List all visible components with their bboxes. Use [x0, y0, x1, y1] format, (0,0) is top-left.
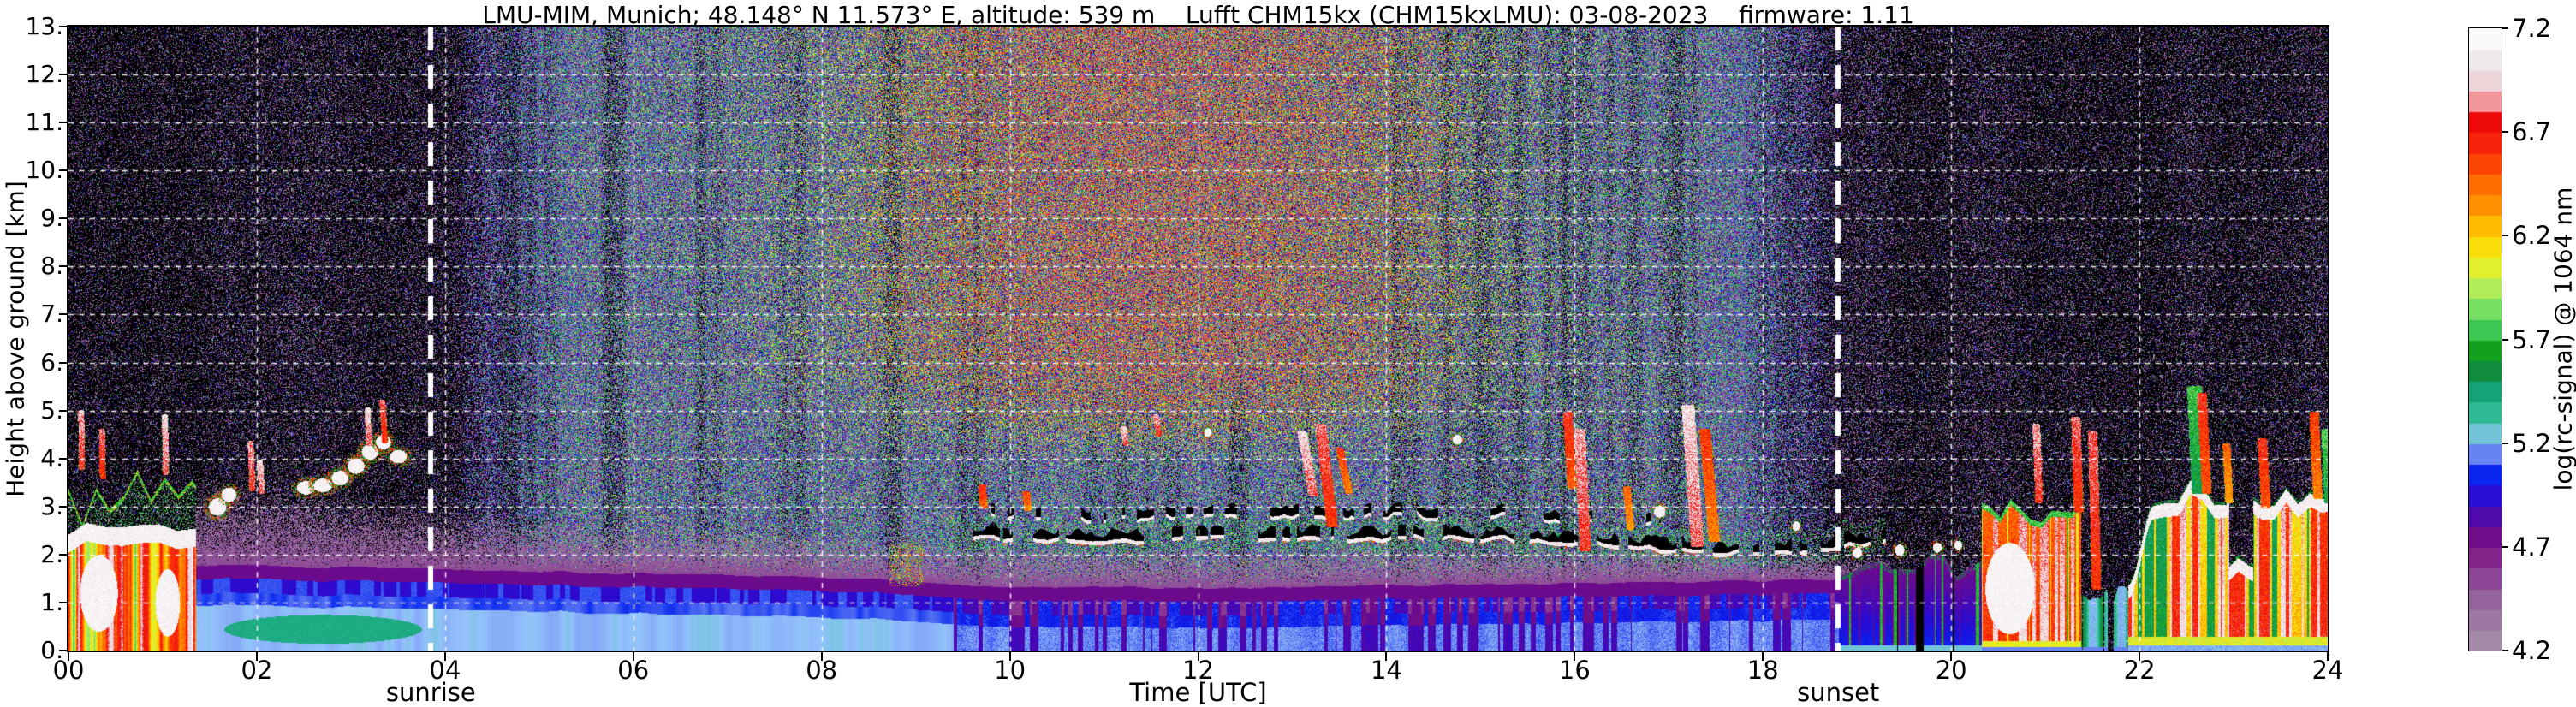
colorbar-tick-mark: [2502, 650, 2508, 651]
y-tick-label: 0.: [40, 636, 63, 664]
y-tick-mark: [59, 313, 67, 316]
plot-title: LMU-MIM, Munich; 48.148° N 11.573° E, al…: [482, 1, 1914, 29]
heatmap-canvas: [68, 27, 2328, 651]
x-tick-label: 20: [1935, 656, 1967, 685]
colorbar: [2468, 27, 2502, 651]
x-tick-mark: [68, 652, 69, 661]
x-tick-label: 06: [617, 656, 650, 685]
y-tick-mark: [59, 650, 67, 651]
x-tick-mark: [2327, 652, 2329, 661]
y-tick-mark: [59, 217, 67, 220]
x-tick-mark: [1385, 652, 1388, 661]
y-tick-label: 4.: [40, 443, 63, 472]
y-tick-label: 8.: [40, 252, 63, 281]
y-tick-label: 6.: [40, 348, 63, 377]
y-tick-mark: [59, 505, 67, 508]
y-tick-label: 7.: [40, 300, 63, 329]
colorbar-canvas: [2469, 28, 2502, 651]
y-tick-mark: [59, 553, 67, 556]
y-tick-mark: [59, 169, 67, 172]
x-tick-label: 02: [241, 656, 273, 685]
x-tick-mark: [443, 652, 446, 661]
x-tick-label: 24: [2311, 656, 2344, 685]
plot-area: [67, 25, 2329, 652]
x-tick-label: 22: [2123, 656, 2156, 685]
y-tick-label: 9.: [40, 204, 63, 233]
colorbar-tick-mark: [2502, 338, 2508, 341]
y-tick-label: 11.: [25, 108, 63, 137]
colorbar-tick-label: 6.2: [2512, 221, 2552, 251]
x-tick-mark: [1950, 652, 1953, 661]
y-tick-mark: [59, 457, 67, 460]
x-tick-mark: [1197, 652, 1199, 661]
colorbar-tick-mark: [2502, 235, 2508, 237]
x-tick-label: 10: [994, 656, 1026, 685]
x-tick-label: 14: [1370, 656, 1402, 685]
x-tick-mark: [1574, 652, 1576, 661]
colorbar-axis-label: log(rc-signal) @ 1064 nm: [2549, 187, 2576, 490]
sunset-annotation: sunset: [1797, 678, 1880, 707]
x-tick-mark: [1762, 652, 1764, 661]
colorbar-tick-mark: [2502, 131, 2508, 134]
x-tick-label: 16: [1558, 656, 1591, 685]
x-tick-mark: [2139, 652, 2141, 661]
y-tick-label: 1.: [40, 587, 63, 616]
y-tick-mark: [59, 26, 67, 27]
colorbar-tick-mark: [2502, 545, 2508, 548]
x-tick-mark: [1008, 652, 1011, 661]
x-tick-label: 00: [52, 656, 85, 685]
colorbar-tick-label: 4.7: [2512, 532, 2552, 561]
y-tick-label: 5.: [40, 395, 63, 425]
y-tick-mark: [59, 409, 67, 412]
y-tick-mark: [59, 265, 67, 268]
x-tick-mark: [820, 652, 823, 661]
colorbar-tick-label: 5.7: [2512, 324, 2552, 354]
y-tick-label: 12.: [25, 60, 63, 89]
y-tick-label: 3.: [40, 491, 63, 520]
x-tick-label: 04: [429, 656, 461, 685]
colorbar-tick-mark: [2502, 27, 2508, 29]
colorbar-tick-mark: [2502, 442, 2508, 444]
sunrise-annotation: sunrise: [385, 678, 476, 707]
x-tick-label: 08: [806, 656, 838, 685]
x-tick-mark: [255, 652, 258, 661]
y-tick-mark: [59, 74, 67, 76]
y-tick-label: 13.: [25, 12, 63, 40]
y-tick-mark: [59, 361, 67, 364]
x-axis-label: Time [UTC]: [1129, 678, 1267, 707]
y-tick-label: 10.: [25, 156, 63, 185]
colorbar-tick-label: 4.2: [2512, 636, 2552, 665]
x-tick-label: 18: [1746, 656, 1779, 685]
y-tick-mark: [59, 122, 67, 124]
x-tick-label: 12: [1182, 656, 1214, 685]
y-tick-label: 2.: [40, 539, 63, 568]
colorbar-tick-label: 5.2: [2512, 428, 2552, 458]
x-tick-mark: [632, 652, 634, 661]
colorbar-tick-label: 7.2: [2512, 14, 2552, 43]
colorbar-tick-label: 6.7: [2512, 117, 2552, 147]
y-tick-mark: [59, 601, 67, 603]
